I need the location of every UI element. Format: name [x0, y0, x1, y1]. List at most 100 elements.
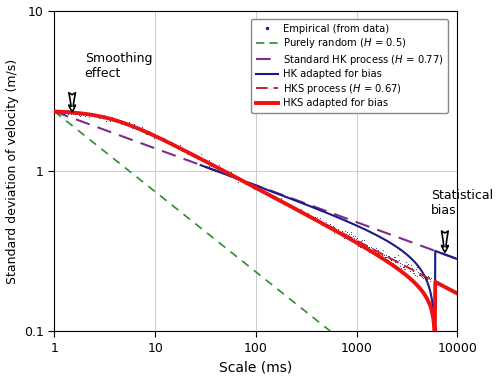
Point — [298, 207, 306, 214]
Point — [410, 270, 418, 276]
Point — [210, 164, 218, 170]
Point — [404, 264, 411, 271]
Point — [96, 114, 104, 120]
Point — [193, 152, 201, 158]
Point — [268, 193, 276, 200]
Point — [313, 214, 321, 220]
Point — [318, 222, 326, 228]
Point — [280, 198, 288, 204]
Point — [198, 155, 205, 162]
Point — [64, 111, 72, 117]
Point — [396, 260, 404, 266]
Point — [274, 196, 281, 202]
Point — [222, 169, 230, 176]
Point — [153, 135, 161, 141]
Point — [299, 209, 307, 215]
Point — [394, 257, 402, 263]
Point — [392, 258, 400, 264]
Point — [251, 184, 259, 190]
Point — [238, 179, 246, 185]
Point — [314, 218, 322, 224]
Point — [56, 109, 64, 116]
Point — [214, 162, 222, 168]
Point — [142, 129, 150, 135]
Point — [268, 192, 276, 198]
Point — [155, 135, 163, 141]
Point — [182, 149, 190, 155]
Point — [204, 160, 212, 166]
Point — [74, 109, 82, 115]
Point — [384, 254, 392, 260]
Point — [124, 121, 132, 127]
Point — [371, 247, 379, 253]
Point — [70, 109, 78, 115]
Point — [367, 244, 375, 250]
Point — [349, 233, 357, 239]
Point — [205, 157, 213, 163]
Point — [400, 264, 408, 270]
Point — [76, 110, 84, 116]
Point — [224, 168, 232, 174]
Point — [286, 204, 294, 210]
Point — [80, 111, 88, 117]
Point — [76, 113, 84, 119]
Point — [401, 266, 409, 272]
Point — [334, 229, 342, 235]
Point — [126, 122, 134, 128]
Point — [379, 247, 387, 253]
Point — [382, 252, 390, 258]
Point — [150, 135, 158, 141]
Point — [422, 274, 430, 280]
Point — [232, 173, 239, 179]
Point — [418, 274, 426, 280]
Point — [248, 181, 256, 187]
Point — [250, 186, 258, 192]
Point — [407, 262, 415, 268]
Point — [287, 203, 295, 209]
Point — [327, 223, 335, 229]
Point — [104, 115, 112, 121]
Point — [164, 138, 172, 144]
Point — [302, 210, 310, 216]
Point — [253, 186, 261, 192]
Point — [262, 189, 270, 195]
Point — [89, 111, 97, 117]
Point — [385, 253, 393, 259]
Legend: Empirical (from data), Purely random ($H$ = 0.5), Standard HK process ($H$ = 0.7: Empirical (from data), Purely random ($H… — [251, 19, 448, 113]
Point — [82, 113, 90, 119]
Point — [54, 109, 62, 115]
Point — [168, 142, 176, 148]
Point — [246, 181, 254, 187]
Point — [197, 151, 205, 157]
Point — [120, 122, 128, 128]
Point — [216, 168, 224, 174]
Point — [101, 114, 109, 120]
Point — [420, 272, 428, 278]
Point — [348, 231, 356, 237]
Point — [396, 263, 404, 269]
Point — [180, 146, 188, 152]
Point — [372, 245, 380, 252]
Point — [218, 167, 226, 173]
Point — [322, 220, 330, 226]
Point — [293, 208, 301, 214]
Point — [374, 250, 382, 256]
Point — [378, 254, 386, 260]
Point — [88, 111, 96, 117]
Point — [412, 264, 420, 271]
Point — [357, 238, 365, 244]
Point — [360, 245, 368, 251]
Point — [51, 109, 59, 115]
Point — [230, 174, 238, 180]
Point — [116, 119, 124, 125]
Point — [319, 220, 327, 226]
Point — [159, 138, 167, 144]
Point — [110, 116, 118, 122]
Point — [288, 203, 296, 209]
Point — [178, 147, 186, 153]
Point — [346, 230, 354, 236]
Point — [171, 143, 179, 149]
Point — [416, 273, 424, 279]
Point — [260, 188, 268, 194]
Point — [408, 269, 416, 275]
